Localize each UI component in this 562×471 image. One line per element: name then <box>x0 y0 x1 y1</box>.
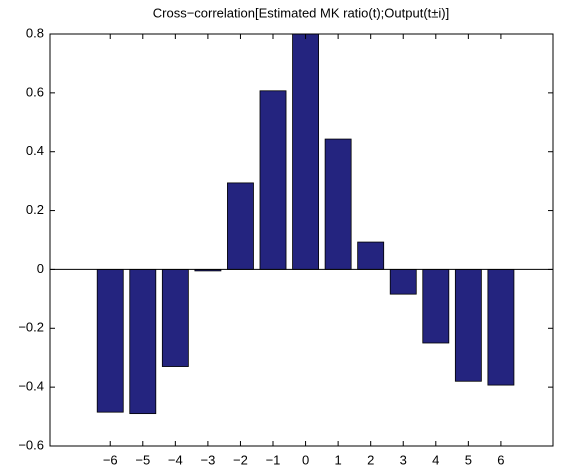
x-tick-label: 2 <box>367 452 374 467</box>
bar <box>161 269 189 367</box>
bar <box>129 269 157 415</box>
bar <box>259 90 287 270</box>
x-tick-label: −2 <box>233 452 248 467</box>
bar <box>422 269 450 344</box>
x-tick-label: −4 <box>168 452 183 467</box>
y-tick-label: 0.6 <box>26 84 44 99</box>
chart-title: Cross−correlation[Estimated MK ratio(t);… <box>153 5 449 20</box>
y-tick-label: −0.6 <box>18 437 44 452</box>
axes-box <box>49 33 554 447</box>
x-tick-label: 3 <box>400 452 407 467</box>
bar <box>454 269 482 382</box>
x-tick-label: 4 <box>432 452 439 467</box>
y-tick-label: −0.4 <box>18 379 44 394</box>
x-tick-label: 6 <box>497 452 504 467</box>
y-tick-label: 0.8 <box>26 25 44 40</box>
bar <box>96 269 124 413</box>
x-tick-label: 5 <box>465 452 472 467</box>
x-tick-label: 0 <box>302 452 309 467</box>
bar <box>487 269 515 386</box>
bar <box>292 33 319 270</box>
y-tick-label: −0.2 <box>18 320 44 335</box>
bar <box>357 241 385 270</box>
bar <box>324 138 352 270</box>
y-tick-label: 0.2 <box>26 202 44 217</box>
bar <box>227 182 254 270</box>
x-tick-label: 1 <box>335 452 342 467</box>
y-tick-label: 0.4 <box>26 143 44 158</box>
x-tick-label: −1 <box>266 452 281 467</box>
x-tick-label: −6 <box>103 452 118 467</box>
x-tick-label: −5 <box>135 452 150 467</box>
y-tick-label: 0 <box>37 261 44 276</box>
bar <box>389 269 417 295</box>
x-tick-label: −3 <box>200 452 215 467</box>
